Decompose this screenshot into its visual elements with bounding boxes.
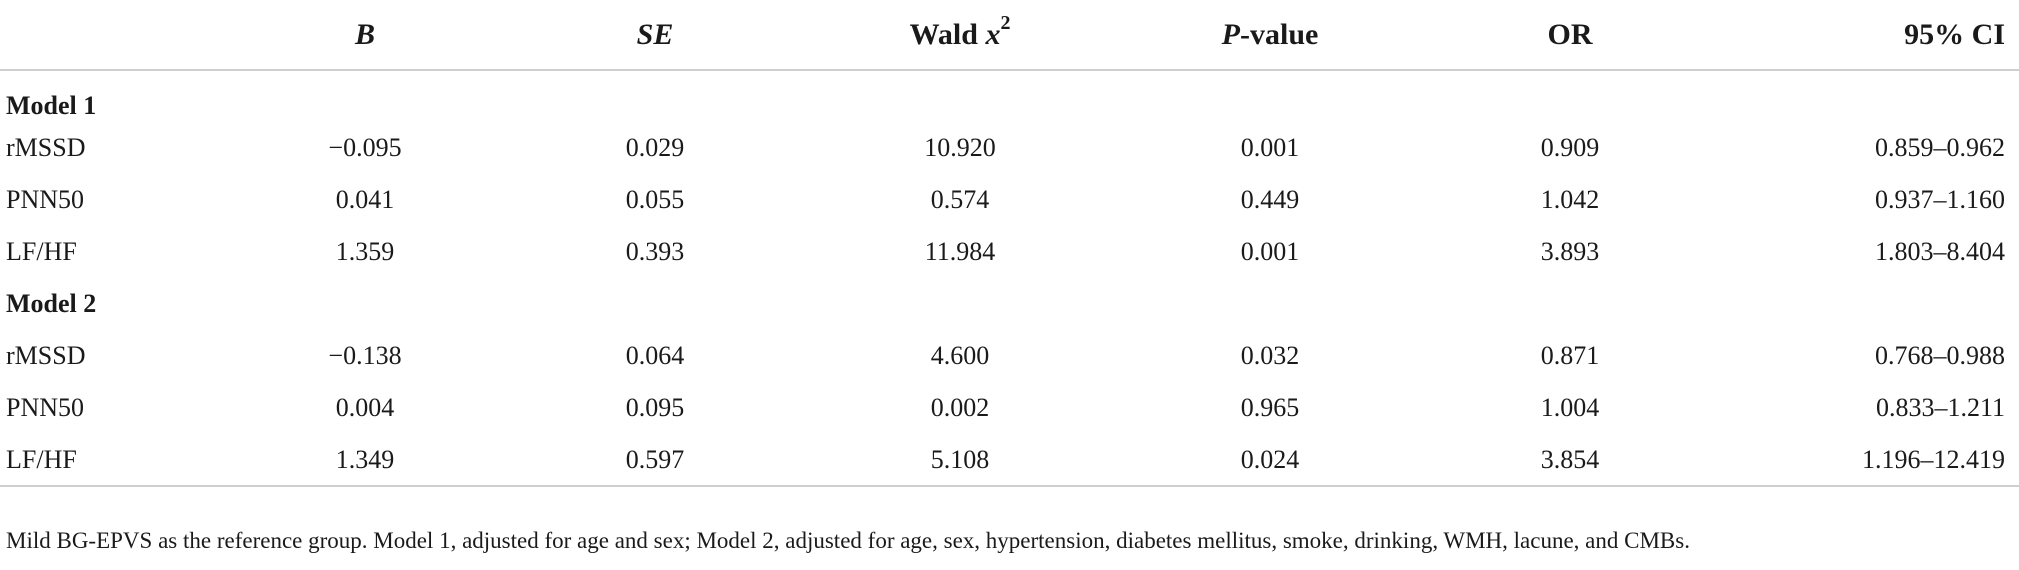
table-row: rMSSD −0.138 0.064 4.600 0.032 0.871 0.7… bbox=[0, 330, 2019, 382]
header-wald-sup: 2 bbox=[1000, 11, 1011, 34]
cell-p: 0.032 bbox=[1240, 341, 1300, 370]
cell-ci: 0.833–1.211 bbox=[1875, 393, 2005, 422]
group-title-row: Model 2 bbox=[0, 278, 2019, 330]
cell-or: 3.854 bbox=[1430, 434, 1710, 487]
cell-b: 0.041 bbox=[335, 185, 395, 214]
cell-se: 0.064 bbox=[625, 341, 685, 370]
table-body: Model 1 rMSSD −0.095 0.029 10.920 0.001 … bbox=[0, 70, 2019, 487]
row-label: rMSSD bbox=[6, 133, 86, 162]
cell-se: 0.029 bbox=[625, 133, 685, 162]
table-row: LF/HF 1.359 0.393 11.984 0.001 3.893 1.8… bbox=[0, 226, 2019, 278]
table-footnote: Mild BG-EPVS as the reference group. Mod… bbox=[6, 528, 1690, 553]
header-p-value: P-value bbox=[1110, 0, 1430, 71]
header-p-italic: P bbox=[1221, 17, 1240, 51]
group-title: Model 1 bbox=[6, 90, 97, 120]
header-row: B SE Wald x2 P-value OR 95% CI bbox=[0, 0, 2019, 71]
row-label: PNN50 bbox=[6, 393, 85, 422]
cell-or: 0.909 bbox=[1540, 133, 1600, 162]
cell-or: 3.893 bbox=[1540, 237, 1600, 266]
cell-wald: 4.600 bbox=[930, 341, 990, 370]
row-label: LF/HF bbox=[6, 237, 77, 266]
table-row: rMSSD −0.095 0.029 10.920 0.001 0.909 0.… bbox=[0, 122, 2019, 174]
cell-wald: 0.002 bbox=[930, 393, 990, 422]
cell-ci: 1.196–12.419 bbox=[1710, 434, 2019, 487]
cell-b: 1.349 bbox=[230, 434, 500, 487]
cell-b: −0.138 bbox=[328, 341, 402, 370]
cell-wald: 10.920 bbox=[924, 133, 996, 162]
cell-se: 0.095 bbox=[625, 393, 685, 422]
regression-table-container: B SE Wald x2 P-value OR 95% CI Model 1 r… bbox=[0, 0, 2019, 487]
cell-wald: 5.108 bbox=[810, 434, 1110, 487]
table-header: B SE Wald x2 P-value OR 95% CI bbox=[0, 0, 2019, 71]
row-label: LF/HF bbox=[0, 434, 230, 487]
cell-se: 0.393 bbox=[625, 237, 685, 266]
cell-or: 1.004 bbox=[1540, 393, 1600, 422]
table-row: PNN50 0.004 0.095 0.002 0.965 1.004 0.83… bbox=[0, 382, 2019, 434]
cell-se: 0.055 bbox=[625, 185, 685, 214]
cell-ci: 0.859–0.962 bbox=[1875, 133, 2005, 162]
cell-ci: 0.937–1.160 bbox=[1875, 185, 2005, 214]
row-label: PNN50 bbox=[6, 185, 85, 214]
cell-b: 0.004 bbox=[335, 393, 395, 422]
header-wald-text: Wald bbox=[909, 17, 986, 51]
header-wald: Wald x2 bbox=[810, 0, 1110, 71]
header-ci: 95% CI bbox=[1710, 0, 2019, 71]
cell-wald: 11.984 bbox=[924, 237, 996, 266]
header-or: OR bbox=[1430, 0, 1710, 71]
header-wald-var: x bbox=[985, 17, 1001, 51]
header-label bbox=[0, 0, 230, 71]
cell-se: 0.597 bbox=[500, 434, 810, 487]
cell-p: 0.001 bbox=[1240, 133, 1300, 162]
cell-b: −0.095 bbox=[328, 133, 402, 162]
cell-ci: 0.768–0.988 bbox=[1875, 341, 2005, 370]
header-b: B bbox=[230, 0, 500, 71]
cell-p: 0.449 bbox=[1240, 185, 1300, 214]
table-row: PNN50 0.041 0.055 0.574 0.449 1.042 0.93… bbox=[0, 174, 2019, 226]
group-title-row: Model 1 bbox=[0, 70, 2019, 122]
cell-p: 0.001 bbox=[1240, 237, 1300, 266]
cell-p: 0.965 bbox=[1240, 393, 1300, 422]
cell-p: 0.024 bbox=[1110, 434, 1430, 487]
cell-wald: 0.574 bbox=[930, 185, 990, 214]
cell-or: 1.042 bbox=[1540, 185, 1600, 214]
table-row: LF/HF 1.349 0.597 5.108 0.024 3.854 1.19… bbox=[0, 434, 2019, 487]
group-title: Model 2 bbox=[6, 289, 97, 318]
cell-ci: 1.803–8.404 bbox=[1875, 237, 2005, 266]
header-se: SE bbox=[500, 0, 810, 71]
regression-table: B SE Wald x2 P-value OR 95% CI Model 1 r… bbox=[0, 0, 2019, 487]
cell-or: 0.871 bbox=[1540, 341, 1600, 370]
cell-b: 1.359 bbox=[335, 237, 395, 266]
header-p-rest: -value bbox=[1240, 17, 1319, 51]
row-label: rMSSD bbox=[6, 341, 86, 370]
